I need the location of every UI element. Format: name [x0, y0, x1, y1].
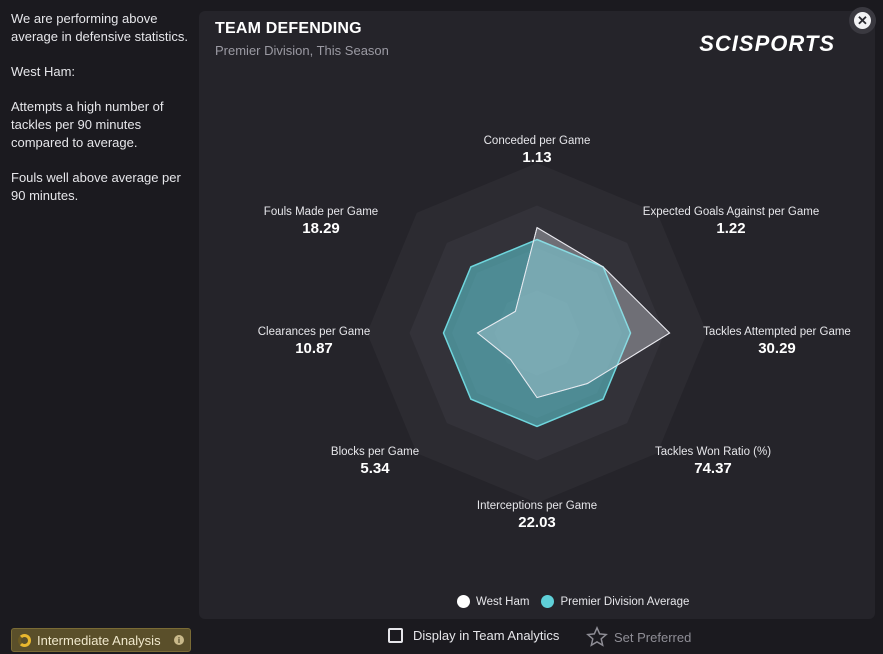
axis-name: Interceptions per Game [476, 500, 598, 512]
display-in-team-analytics-checkbox[interactable] [388, 628, 403, 643]
set-preferred-label: Set Preferred [614, 629, 692, 645]
axis-value: 5.34 [360, 460, 390, 477]
close-icon: ✕ [854, 12, 871, 29]
card-title: TEAM DEFENDING [215, 20, 362, 37]
insight-summary: We are performing above average in defen… [11, 11, 189, 44]
legend-dot-average [541, 595, 555, 608]
axis-name: Expected Goals Against per Game [642, 206, 820, 218]
axis-name: Blocks per Game [330, 446, 420, 458]
axis-label: Interceptions per Game 22.03 [477, 500, 597, 531]
axis-name: Clearances per Game [257, 326, 371, 338]
axis-value: 30.29 [758, 340, 796, 357]
axis-value: 74.37 [694, 460, 732, 477]
star-icon [586, 626, 608, 647]
card-subtitle: Premier Division, This Season [215, 43, 389, 58]
axis-name: Fouls Made per Game [263, 206, 379, 218]
axis-label: Clearances per Game 10.87 [258, 326, 371, 357]
legend-item-team: West Ham [457, 595, 529, 608]
axis-value: 1.22 [716, 220, 746, 237]
axis-label: Tackles Won Ratio (%) 74.37 [655, 446, 771, 477]
insight-panel: We are performing above average in defen… [0, 0, 196, 620]
axis-value: 10.87 [295, 340, 333, 357]
insight-team-name: West Ham: [11, 64, 76, 79]
team-defending-card: TEAM DEFENDING Premier Division, This Se… [199, 11, 875, 619]
analysis-level-badge[interactable]: Intermediate Analysis i [11, 628, 191, 652]
axis-value: 22.03 [518, 514, 556, 531]
footer-bar: Intermediate Analysis i Display in Team … [0, 622, 883, 654]
series-premier-division-average [442, 238, 632, 428]
progress-ring-icon [18, 633, 31, 647]
radar-chart [367, 163, 707, 503]
legend-dot-team [457, 595, 470, 608]
legend-item-average: Premier Division Average [541, 595, 689, 608]
chart-legend: West Ham Premier Division Average [457, 595, 701, 608]
analysis-level-label: Intermediate Analysis [37, 632, 161, 648]
insight-tackles: Attempts a high number of tackles per 90… [11, 99, 164, 150]
axis-label: Fouls Made per Game 18.29 [264, 206, 378, 237]
axis-label: Tackles Attempted per Game 30.29 [703, 326, 851, 357]
axis-value: 18.29 [302, 220, 340, 237]
series-west-ham-overlay [476, 226, 671, 399]
axis-name: Tackles Attempted per Game [703, 326, 851, 338]
axis-label: Conceded per Game 1.13 [484, 135, 591, 166]
legend-label-team: West Ham [476, 595, 530, 608]
display-in-team-analytics-label: Display in Team Analytics [413, 628, 560, 643]
axis-value: 1.13 [522, 149, 552, 166]
info-icon[interactable]: i [174, 635, 184, 645]
close-button[interactable]: ✕ [849, 7, 876, 34]
insight-fouls: Fouls well above average per 90 minutes. [11, 170, 181, 203]
scisports-logo: SCISPORTS [699, 31, 835, 56]
legend-label-average: Premier Division Average [560, 595, 690, 608]
axis-name: Conceded per Game [483, 135, 591, 147]
axis-label: Expected Goals Against per Game 1.22 [643, 206, 819, 237]
axis-label: Blocks per Game 5.34 [331, 446, 419, 477]
axis-name: Tackles Won Ratio (%) [654, 446, 772, 458]
set-preferred-button[interactable]: Set Preferred [586, 626, 691, 648]
display-in-team-analytics-toggle[interactable]: Display in Team Analytics [388, 628, 559, 643]
